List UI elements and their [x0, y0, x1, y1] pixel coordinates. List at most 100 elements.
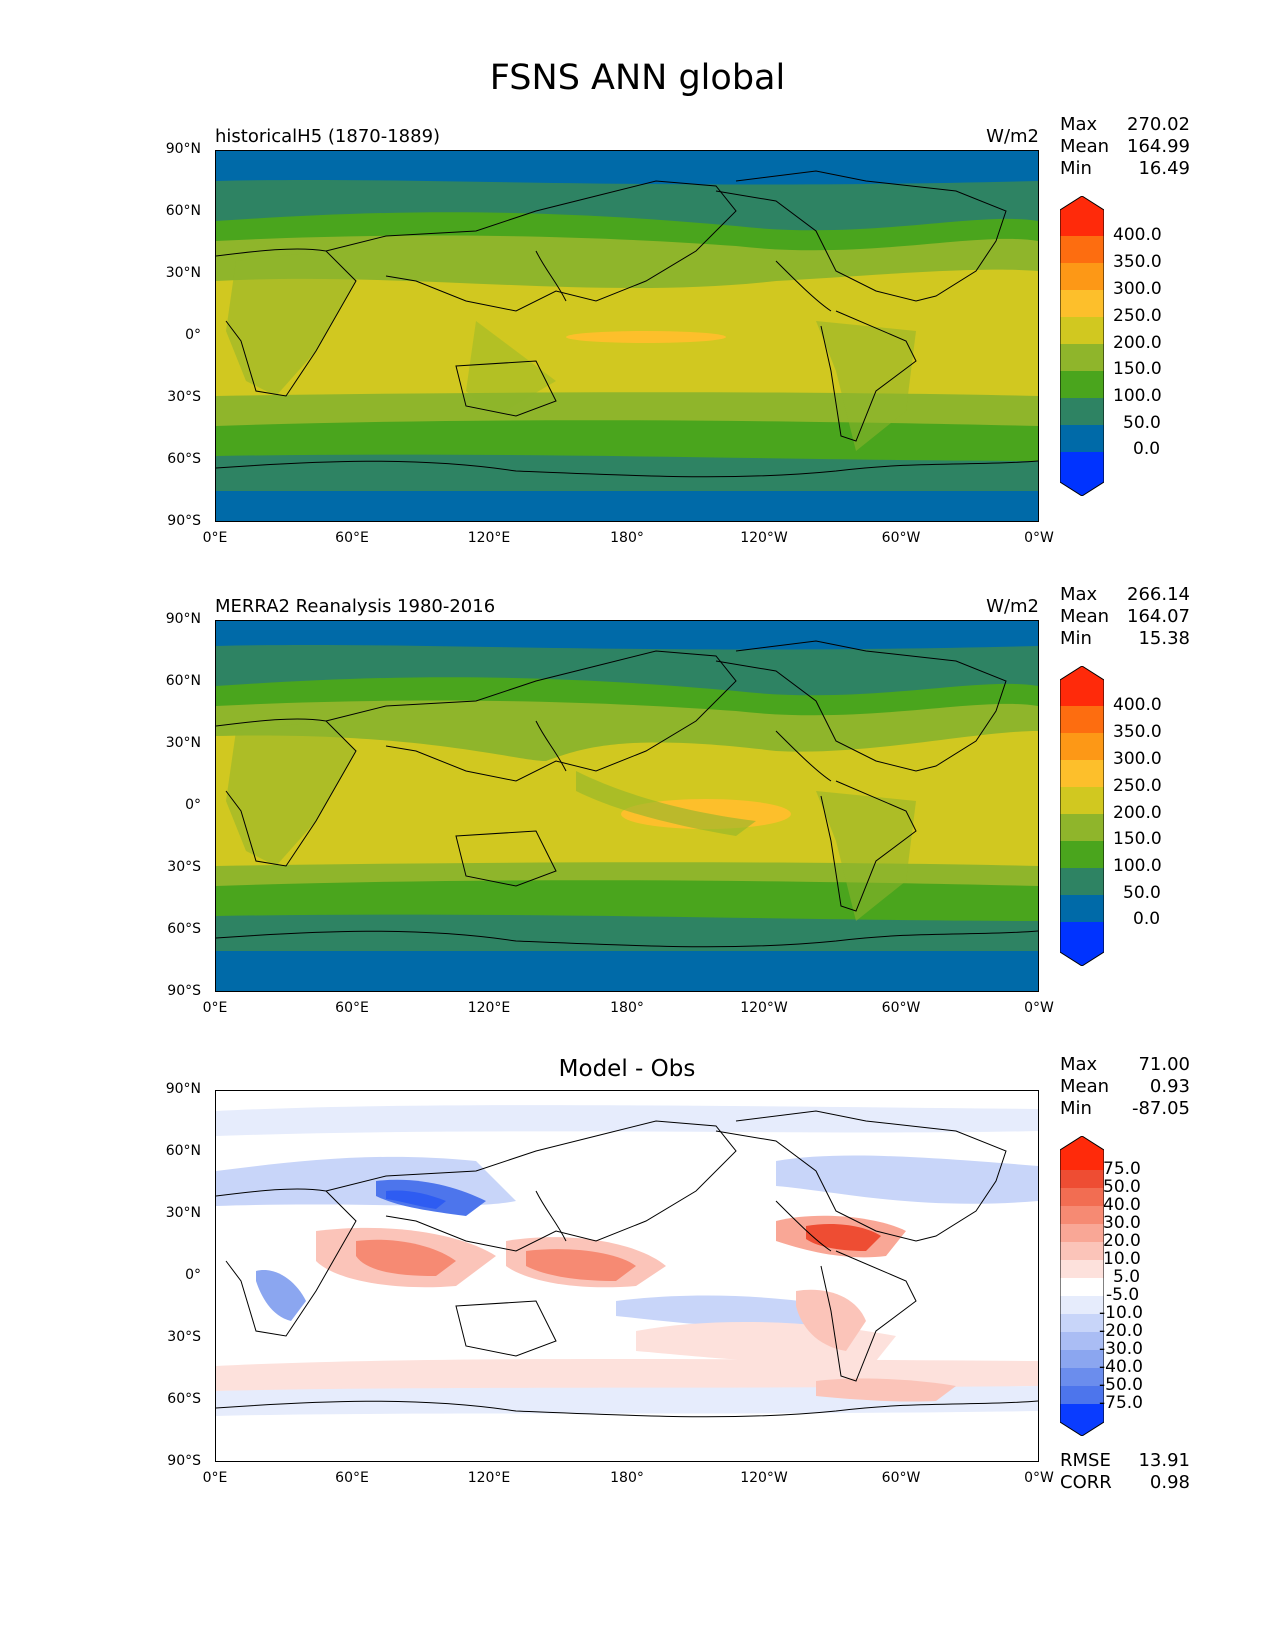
map-obs	[215, 620, 1039, 992]
colorbar-label: 350.0	[1113, 722, 1162, 742]
colorbar-label: -40.0	[1099, 1357, 1143, 1377]
colorbar-label: 150.0	[1113, 829, 1162, 849]
stats-box: Max 266.14 Mean 164.07 Min 15.38	[1060, 584, 1190, 650]
lon-label: 120°W	[740, 1470, 788, 1486]
lon-label: 120°E	[467, 1000, 511, 1016]
lat-label: 30°S	[167, 389, 201, 405]
panel-model: historicalH5 (1870-1889) W/m2 Max 270.02 …	[0, 114, 1275, 586]
colorbar-label: 40.0	[1103, 1195, 1141, 1215]
stats-box: Max 71.00 Mean 0.93 Min -87.05	[1060, 1054, 1190, 1120]
colorbar	[1059, 195, 1105, 500]
colorbar-label: -5.0	[1106, 1285, 1140, 1305]
mean-label: Mean	[1060, 136, 1110, 157]
rmse-label: RMSE	[1060, 1450, 1111, 1471]
lon-label: 60°E	[335, 530, 369, 546]
lat-label: 0°	[185, 797, 201, 813]
lon-label: 180°	[610, 530, 644, 546]
min-label: Min	[1060, 158, 1092, 179]
min-label: Min	[1060, 1098, 1092, 1119]
colorbar-label: -50.0	[1099, 1375, 1143, 1395]
lat-label: 60°S	[167, 921, 201, 937]
lon-label: 0°E	[202, 530, 228, 546]
colorbar-label: -20.0	[1099, 1321, 1143, 1341]
lat-label: 30°N	[165, 735, 201, 751]
figure-title: FSNS ANN global	[489, 58, 786, 98]
colorbar-label: -10.0	[1099, 1303, 1143, 1323]
colorbar-label: 400.0	[1113, 695, 1162, 715]
max-value: 266.14	[1127, 584, 1190, 605]
max-label: Max	[1060, 1054, 1098, 1075]
max-value: 71.00	[1138, 1054, 1190, 1075]
lon-label: 0°E	[202, 1000, 228, 1016]
min-value: 16.49	[1138, 158, 1190, 179]
colorbar-label: 50.0	[1123, 413, 1161, 433]
colorbar-label: 50.0	[1123, 883, 1161, 903]
panel-obs: MERRA2 Reanalysis 1980-2016 W/m2 Max 266.…	[0, 584, 1275, 1056]
lat-label: 60°N	[165, 203, 201, 219]
lon-label: 60°W	[881, 1000, 921, 1016]
colorbar-label: -75.0	[1099, 1393, 1143, 1413]
lon-label: 120°W	[740, 1000, 788, 1016]
panel-title: MERRA2 Reanalysis 1980-2016	[215, 596, 496, 617]
colorbar-label: 20.0	[1103, 1231, 1141, 1251]
panel-title: Model - Obs	[558, 1056, 696, 1082]
lat-label: 30°N	[165, 265, 201, 281]
mean-value: 0.93	[1149, 1076, 1190, 1097]
lon-label: 0°E	[202, 1470, 228, 1486]
colorbar-label: 0.0	[1133, 439, 1161, 459]
lon-label: 60°E	[335, 1000, 369, 1016]
colorbar-label: 75.0	[1103, 1159, 1141, 1179]
lon-label: 60°W	[881, 530, 921, 546]
colorbar-label: 30.0	[1103, 1213, 1141, 1233]
colorbar	[1059, 1135, 1105, 1440]
lat-label: 30°S	[167, 1329, 201, 1345]
colorbar-label: 100.0	[1113, 856, 1162, 876]
colorbar-label: 0.0	[1133, 909, 1161, 929]
min-label: Min	[1060, 628, 1092, 649]
panel-title: historicalH5 (1870-1889)	[215, 126, 441, 147]
diff-metrics: RMSE 13.91 CORR 0.98	[1060, 1450, 1190, 1494]
lon-label: 120°E	[467, 530, 511, 546]
colorbar	[1059, 665, 1105, 970]
units-label: W/m2	[986, 596, 1039, 617]
lat-label: 90°S	[167, 1453, 201, 1469]
lon-label: 0°W	[1024, 1470, 1054, 1486]
lon-label: 120°E	[467, 1470, 511, 1486]
rmse-value: 13.91	[1138, 1450, 1190, 1471]
colorbar-label: 200.0	[1113, 803, 1162, 823]
units-label: W/m2	[986, 126, 1039, 147]
lon-label: 60°E	[335, 1470, 369, 1486]
colorbar-label: 100.0	[1113, 386, 1162, 406]
max-label: Max	[1060, 584, 1098, 605]
panel-difference: Model - Obs Max 71.00 Mean 0.93 Min -87.05	[0, 1054, 1275, 1526]
colorbar-label: 10.0	[1103, 1249, 1141, 1269]
corr-label: CORR	[1060, 1472, 1112, 1493]
colorbar-label: 50.0	[1103, 1177, 1141, 1197]
colorbar-label: 400.0	[1113, 225, 1162, 245]
colorbar-label: 300.0	[1113, 279, 1162, 299]
lon-label: 0°W	[1024, 530, 1054, 546]
min-value: 15.38	[1138, 628, 1190, 649]
lon-label: 60°W	[881, 1470, 921, 1486]
lon-label: 120°W	[740, 530, 788, 546]
lat-label: 30°S	[167, 859, 201, 875]
lat-label: 60°N	[165, 1143, 201, 1159]
lat-label: 90°N	[165, 1081, 201, 1097]
max-label: Max	[1060, 114, 1098, 135]
min-value: -87.05	[1131, 1098, 1190, 1119]
colorbar-label: 350.0	[1113, 252, 1162, 272]
colorbar-label: 250.0	[1113, 306, 1162, 326]
mean-label: Mean	[1060, 1076, 1110, 1097]
map-difference	[215, 1090, 1039, 1462]
lon-label: 0°W	[1024, 1000, 1054, 1016]
mean-value: 164.99	[1127, 136, 1190, 157]
lat-label: 90°S	[167, 983, 201, 999]
colorbar-label: 250.0	[1113, 776, 1162, 796]
colorbar-label: 300.0	[1113, 749, 1162, 769]
stats-box: Max 270.02 Mean 164.99 Min 16.49	[1060, 114, 1190, 180]
colorbar-label: 200.0	[1113, 333, 1162, 353]
lat-label: 60°S	[167, 451, 201, 467]
lat-label: 90°S	[167, 513, 201, 529]
mean-value: 164.07	[1127, 606, 1190, 627]
colorbar-label: -30.0	[1099, 1339, 1143, 1359]
